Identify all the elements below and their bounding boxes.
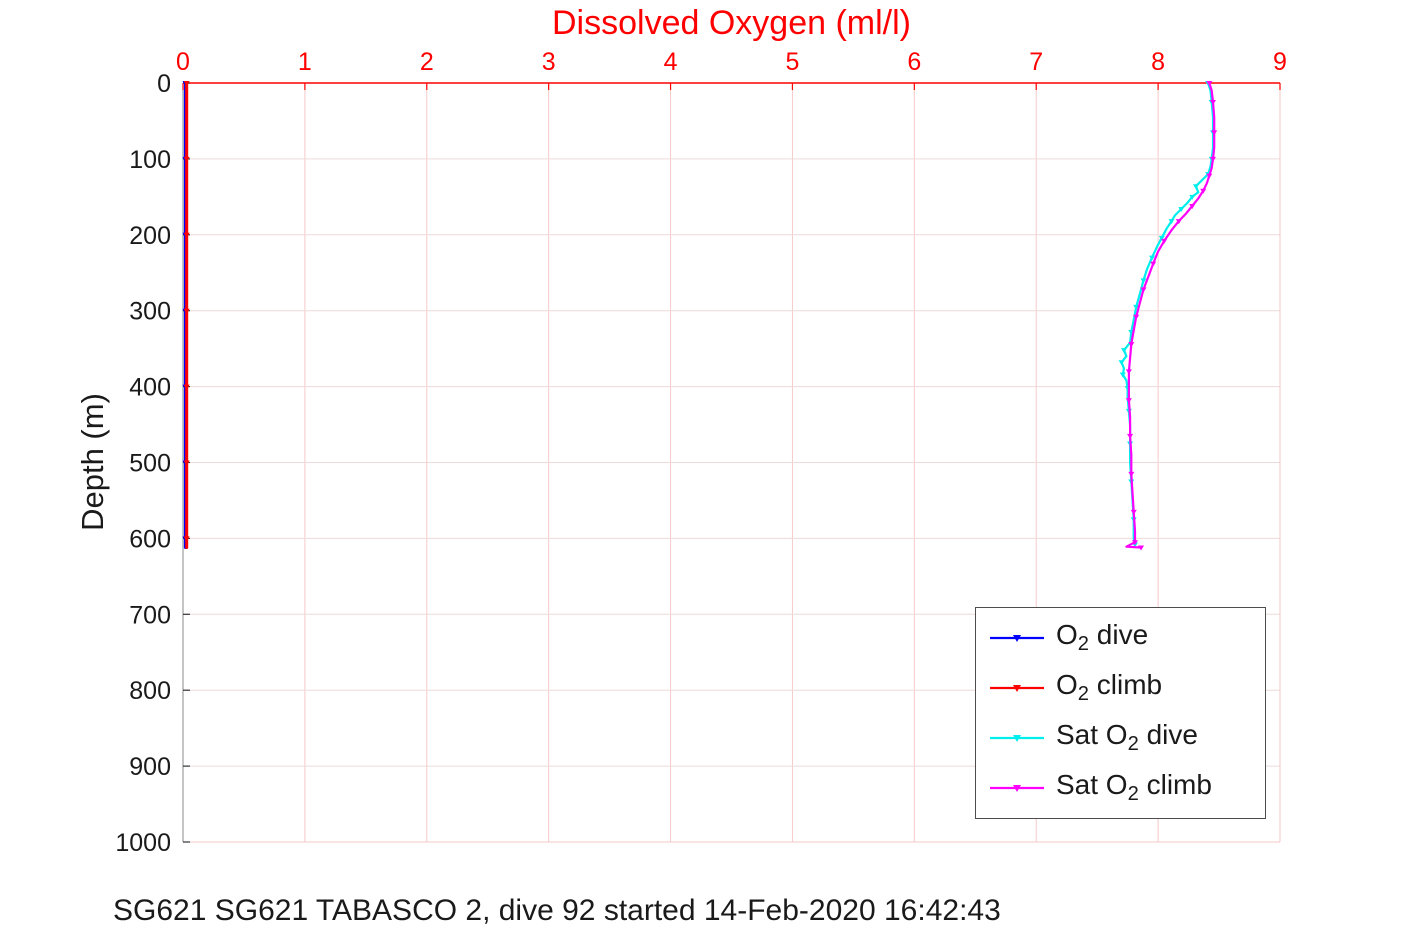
legend-item-o2-dive: O2 dive <box>976 613 1265 663</box>
series-marker-sat-o2-dive <box>1120 348 1127 354</box>
series-marker-sat-o2-climb <box>1127 433 1134 439</box>
x-tick-label: 3 <box>542 48 556 76</box>
legend-label-o2-climb: O2 climb <box>1056 669 1163 706</box>
series-marker-sat-o2-dive <box>1189 194 1196 200</box>
y-tick-label: 700 <box>129 601 171 629</box>
y-tick-label: 500 <box>129 450 171 478</box>
legend: O2 dive O2 climb Sat O2 dive Sat O2 climb <box>975 607 1266 819</box>
y-tick-label: 800 <box>129 677 171 705</box>
series-marker-sat-o2-dive <box>1149 255 1156 261</box>
series-marker-o2-climb <box>183 384 190 390</box>
series-marker-sat-o2-climb <box>1161 238 1168 244</box>
y-tick-label: 0 <box>157 70 171 98</box>
legend-label-subscript: 2 <box>1077 633 1089 656</box>
y-tick-label: 600 <box>129 525 171 553</box>
series-marker-o2-climb <box>183 536 190 542</box>
y-tick-label: 100 <box>129 146 171 174</box>
y-tick-label: 300 <box>129 298 171 326</box>
x-tick-label: 2 <box>420 48 434 76</box>
legend-marker-sat-o2-climb <box>1013 785 1021 792</box>
series-marker-sat-o2-climb <box>1150 261 1157 267</box>
legend-label-subscript: 2 <box>1127 733 1139 756</box>
legend-item-sat-o2-dive: Sat O2 dive <box>976 713 1265 763</box>
series-marker-sat-o2-climb <box>1211 130 1218 136</box>
series-marker-o2-climb <box>183 81 190 86</box>
legend-line-sample-o2-dive <box>990 635 1044 642</box>
series-marker-sat-o2-dive <box>1119 372 1126 378</box>
x-tick-label: 5 <box>785 48 799 76</box>
y-tick-label: 400 <box>129 374 171 402</box>
series-marker-sat-o2-climb <box>1128 471 1135 477</box>
series-marker-o2-climb <box>183 156 190 162</box>
legend-label-sat-o2-dive: Sat O2 dive <box>1056 719 1198 756</box>
series-marker-sat-o2-climb <box>1125 369 1132 375</box>
series-marker-sat-o2-climb <box>1125 398 1132 404</box>
legend-item-o2-climb: O2 climb <box>976 663 1265 713</box>
series-marker-sat-o2-climb <box>1128 342 1135 348</box>
series-marker-sat-o2-climb <box>1200 188 1207 194</box>
series-marker-sat-o2-dive <box>1118 360 1125 366</box>
series-marker-sat-o2-climb <box>1130 509 1137 515</box>
legend-label-subscript: 2 <box>1127 783 1139 806</box>
series-marker-sat-o2-dive <box>1192 184 1199 190</box>
legend-label-o2-dive: O2 dive <box>1056 619 1149 656</box>
legend-marker-o2-dive <box>1013 635 1021 642</box>
x-tick-label: 1 <box>298 48 312 76</box>
series-marker-sat-o2-dive <box>1140 278 1147 284</box>
series-marker-o2-climb <box>183 460 190 466</box>
legend-label-sat-o2-climb: Sat O2 climb <box>1056 769 1212 806</box>
y-tick-label: 200 <box>129 222 171 250</box>
series-line-sat-o2-climb <box>1125 81 1216 549</box>
series-marker-o2-climb <box>183 232 190 238</box>
figure-caption: SG621 SG621 TABASCO 2, dive 92 started 1… <box>113 894 1001 927</box>
y-tick-label: 900 <box>129 753 171 781</box>
legend-item-sat-o2-climb: Sat O2 climb <box>976 763 1265 813</box>
x-tick-label: 8 <box>1151 48 1165 76</box>
legend-marker-o2-climb <box>1013 685 1021 692</box>
series-marker-sat-o2-climb <box>1189 203 1196 209</box>
series-marker-sat-o2-climb <box>1209 156 1216 162</box>
series-marker-sat-o2-dive <box>1158 235 1165 241</box>
series-marker-sat-o2-climb <box>1206 81 1213 86</box>
series-marker-sat-o2-dive <box>1133 304 1140 310</box>
series-marker-sat-o2-climb <box>1175 219 1182 225</box>
x-tick-label: 6 <box>907 48 921 76</box>
y-tick-label: 1000 <box>115 829 171 857</box>
x-tick-label: 9 <box>1273 48 1287 76</box>
legend-line-sample-sat-o2-dive <box>990 735 1044 742</box>
series-marker-sat-o2-climb <box>1131 540 1138 546</box>
series-marker-sat-o2-climb <box>1133 314 1140 320</box>
series-line-sat-o2-dive <box>1120 81 1215 546</box>
chart-title: Dissolved Oxygen (ml/l) <box>552 4 911 42</box>
legend-marker-sat-o2-dive <box>1013 735 1021 742</box>
series-marker-sat-o2-climb <box>1209 99 1216 105</box>
series-marker-sat-o2-climb <box>1206 173 1213 179</box>
series-marker-sat-o2-dive <box>1168 219 1175 225</box>
series-marker-o2-climb <box>183 308 190 314</box>
legend-line-sample-o2-climb <box>990 685 1044 692</box>
series-marker-sat-o2-climb <box>1138 545 1145 551</box>
x-tick-label: 0 <box>176 48 190 76</box>
legend-line-sample-sat-o2-climb <box>990 785 1044 792</box>
series-marker-sat-o2-climb <box>1140 287 1147 293</box>
legend-label-subscript: 2 <box>1077 683 1089 706</box>
x-tick-label: 4 <box>664 48 678 76</box>
series-marker-sat-o2-dive <box>1178 206 1185 212</box>
x-tick-label: 7 <box>1029 48 1043 76</box>
